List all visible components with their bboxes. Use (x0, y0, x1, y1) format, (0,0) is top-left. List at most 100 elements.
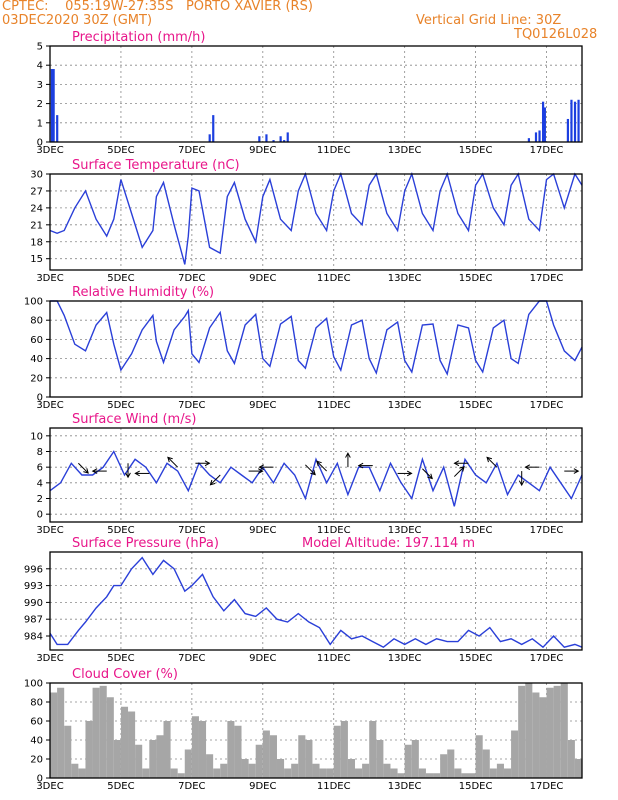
wind-vector (486, 457, 498, 468)
x-tick-label: 3DEC (36, 273, 63, 284)
y-tick-label: 24 (30, 203, 43, 214)
wind-vector-head (167, 456, 173, 463)
wind-vector-head (524, 464, 531, 471)
cloud-bar (539, 697, 547, 778)
panel-title: Cloud Cover (%) (72, 667, 178, 682)
cloud-bar (248, 763, 256, 778)
cloud-bar (355, 768, 363, 778)
x-tick-label: 15DEC (459, 781, 493, 792)
model-altitude: Model Altitude: 197.114 m (302, 536, 475, 551)
header-date: 03DEC2020 30Z (GMT) (2, 13, 153, 28)
cloud-bar (574, 759, 582, 778)
y-tick-label: 20 (30, 373, 43, 384)
y-tick-label: 40 (30, 736, 43, 747)
wind-vector-head (310, 469, 316, 476)
cloud-bar (496, 763, 504, 778)
panel-title: Surface Pressure (hPa) (72, 536, 219, 551)
x-tick-label: 7DEC (178, 525, 205, 536)
cloud-bar (340, 721, 348, 778)
wind-vector-head (453, 460, 460, 467)
y-tick-label: 4 (37, 478, 43, 489)
x-tick-label: 3DEC (36, 400, 63, 411)
x-tick-label: 17DEC (530, 273, 564, 284)
series-line (49, 171, 583, 265)
cloud-bar (347, 759, 356, 778)
cloud-bar (241, 759, 249, 778)
cloud-bar (71, 763, 79, 778)
x-tick-label: 5DEC (107, 653, 134, 664)
cloud-bar (440, 754, 448, 778)
cloud-bar (518, 685, 526, 778)
x-tick-label: 7DEC (178, 273, 205, 284)
cloud-bar (532, 692, 540, 778)
cloud-bar (291, 763, 299, 778)
header-code: TQ0126L028 (514, 27, 598, 42)
x-tick-label: 15DEC (459, 273, 493, 284)
cloud-bar (234, 725, 242, 778)
precip-bar (283, 140, 286, 142)
y-tick-label: 0 (37, 393, 43, 404)
x-tick-label: 7DEC (178, 781, 205, 792)
panel-1: 3DEC 5DEC 7DEC 9DEC 11DEC 13DEC 15DEC 17DEC 15 18… (30, 158, 583, 284)
cloud-bar (184, 749, 192, 778)
wind-vector-head (573, 468, 580, 474)
precip-bar (272, 140, 275, 142)
precip-bar (570, 99, 573, 142)
y-tick-label: 80 (30, 698, 43, 709)
precip-bar (527, 138, 530, 142)
panel-frame (49, 551, 583, 651)
series-line (49, 450, 583, 507)
precip-bar (566, 118, 570, 142)
cloud-bar (269, 735, 277, 778)
x-tick-label: 9DEC (249, 653, 276, 664)
y-tick-label: 80 (30, 316, 43, 327)
y-tick-label: 987 (24, 615, 43, 626)
wind-vector (453, 466, 465, 477)
x-tick-label: 17DEC (530, 145, 564, 156)
cloud-bar (149, 740, 157, 778)
precip-bar (258, 136, 261, 142)
cloud-bar (326, 768, 334, 778)
y-tick-label: 993 (24, 581, 43, 592)
cloud-bar (433, 773, 441, 778)
header-grid-line-note: Vertical Grid Line: 30Z (416, 13, 562, 28)
cloud-bar (475, 735, 483, 778)
x-tick-label: 9DEC (249, 525, 276, 536)
y-tick-label: 30 (30, 170, 43, 181)
x-tick-label: 7DEC (178, 145, 205, 156)
cloud-bar (135, 744, 143, 778)
precip-bar (265, 134, 268, 142)
precip-bar (543, 107, 546, 142)
x-tick-label: 17DEC (530, 525, 564, 536)
wind-vector-head (459, 466, 465, 472)
cloud-bar (390, 768, 398, 778)
cloud-bar (177, 773, 185, 778)
cloud-bar (276, 759, 285, 778)
y-tick-label: 984 (24, 632, 43, 643)
y-tick-label: 2 (37, 494, 43, 505)
y-tick-label: 8 (37, 447, 43, 458)
cloud-bar (411, 740, 419, 778)
cloud-bar (503, 768, 512, 778)
x-tick-label: 13DEC (388, 781, 422, 792)
x-tick-label: 7DEC (178, 653, 205, 664)
panel-title: Surface Wind (m/s) (72, 412, 196, 427)
wind-vector-head (83, 468, 89, 474)
cloud-bar (142, 768, 150, 778)
precip-bar (577, 99, 580, 142)
precip-bar (279, 136, 282, 142)
x-tick-label: 11DEC (317, 145, 351, 156)
cloud-bar (425, 773, 434, 778)
cloud-bar (128, 711, 136, 778)
wind-vector-head (518, 480, 525, 487)
precip-bar (541, 101, 545, 142)
wind-vector (305, 464, 316, 475)
precip-bar (50, 69, 53, 142)
cloud-bar (163, 721, 171, 778)
x-tick-label: 13DEC (388, 145, 422, 156)
x-tick-label: 3DEC (36, 781, 63, 792)
cloud-bar (553, 685, 561, 778)
wind-vector (167, 457, 179, 468)
y-tick-label: 5 (37, 42, 43, 53)
